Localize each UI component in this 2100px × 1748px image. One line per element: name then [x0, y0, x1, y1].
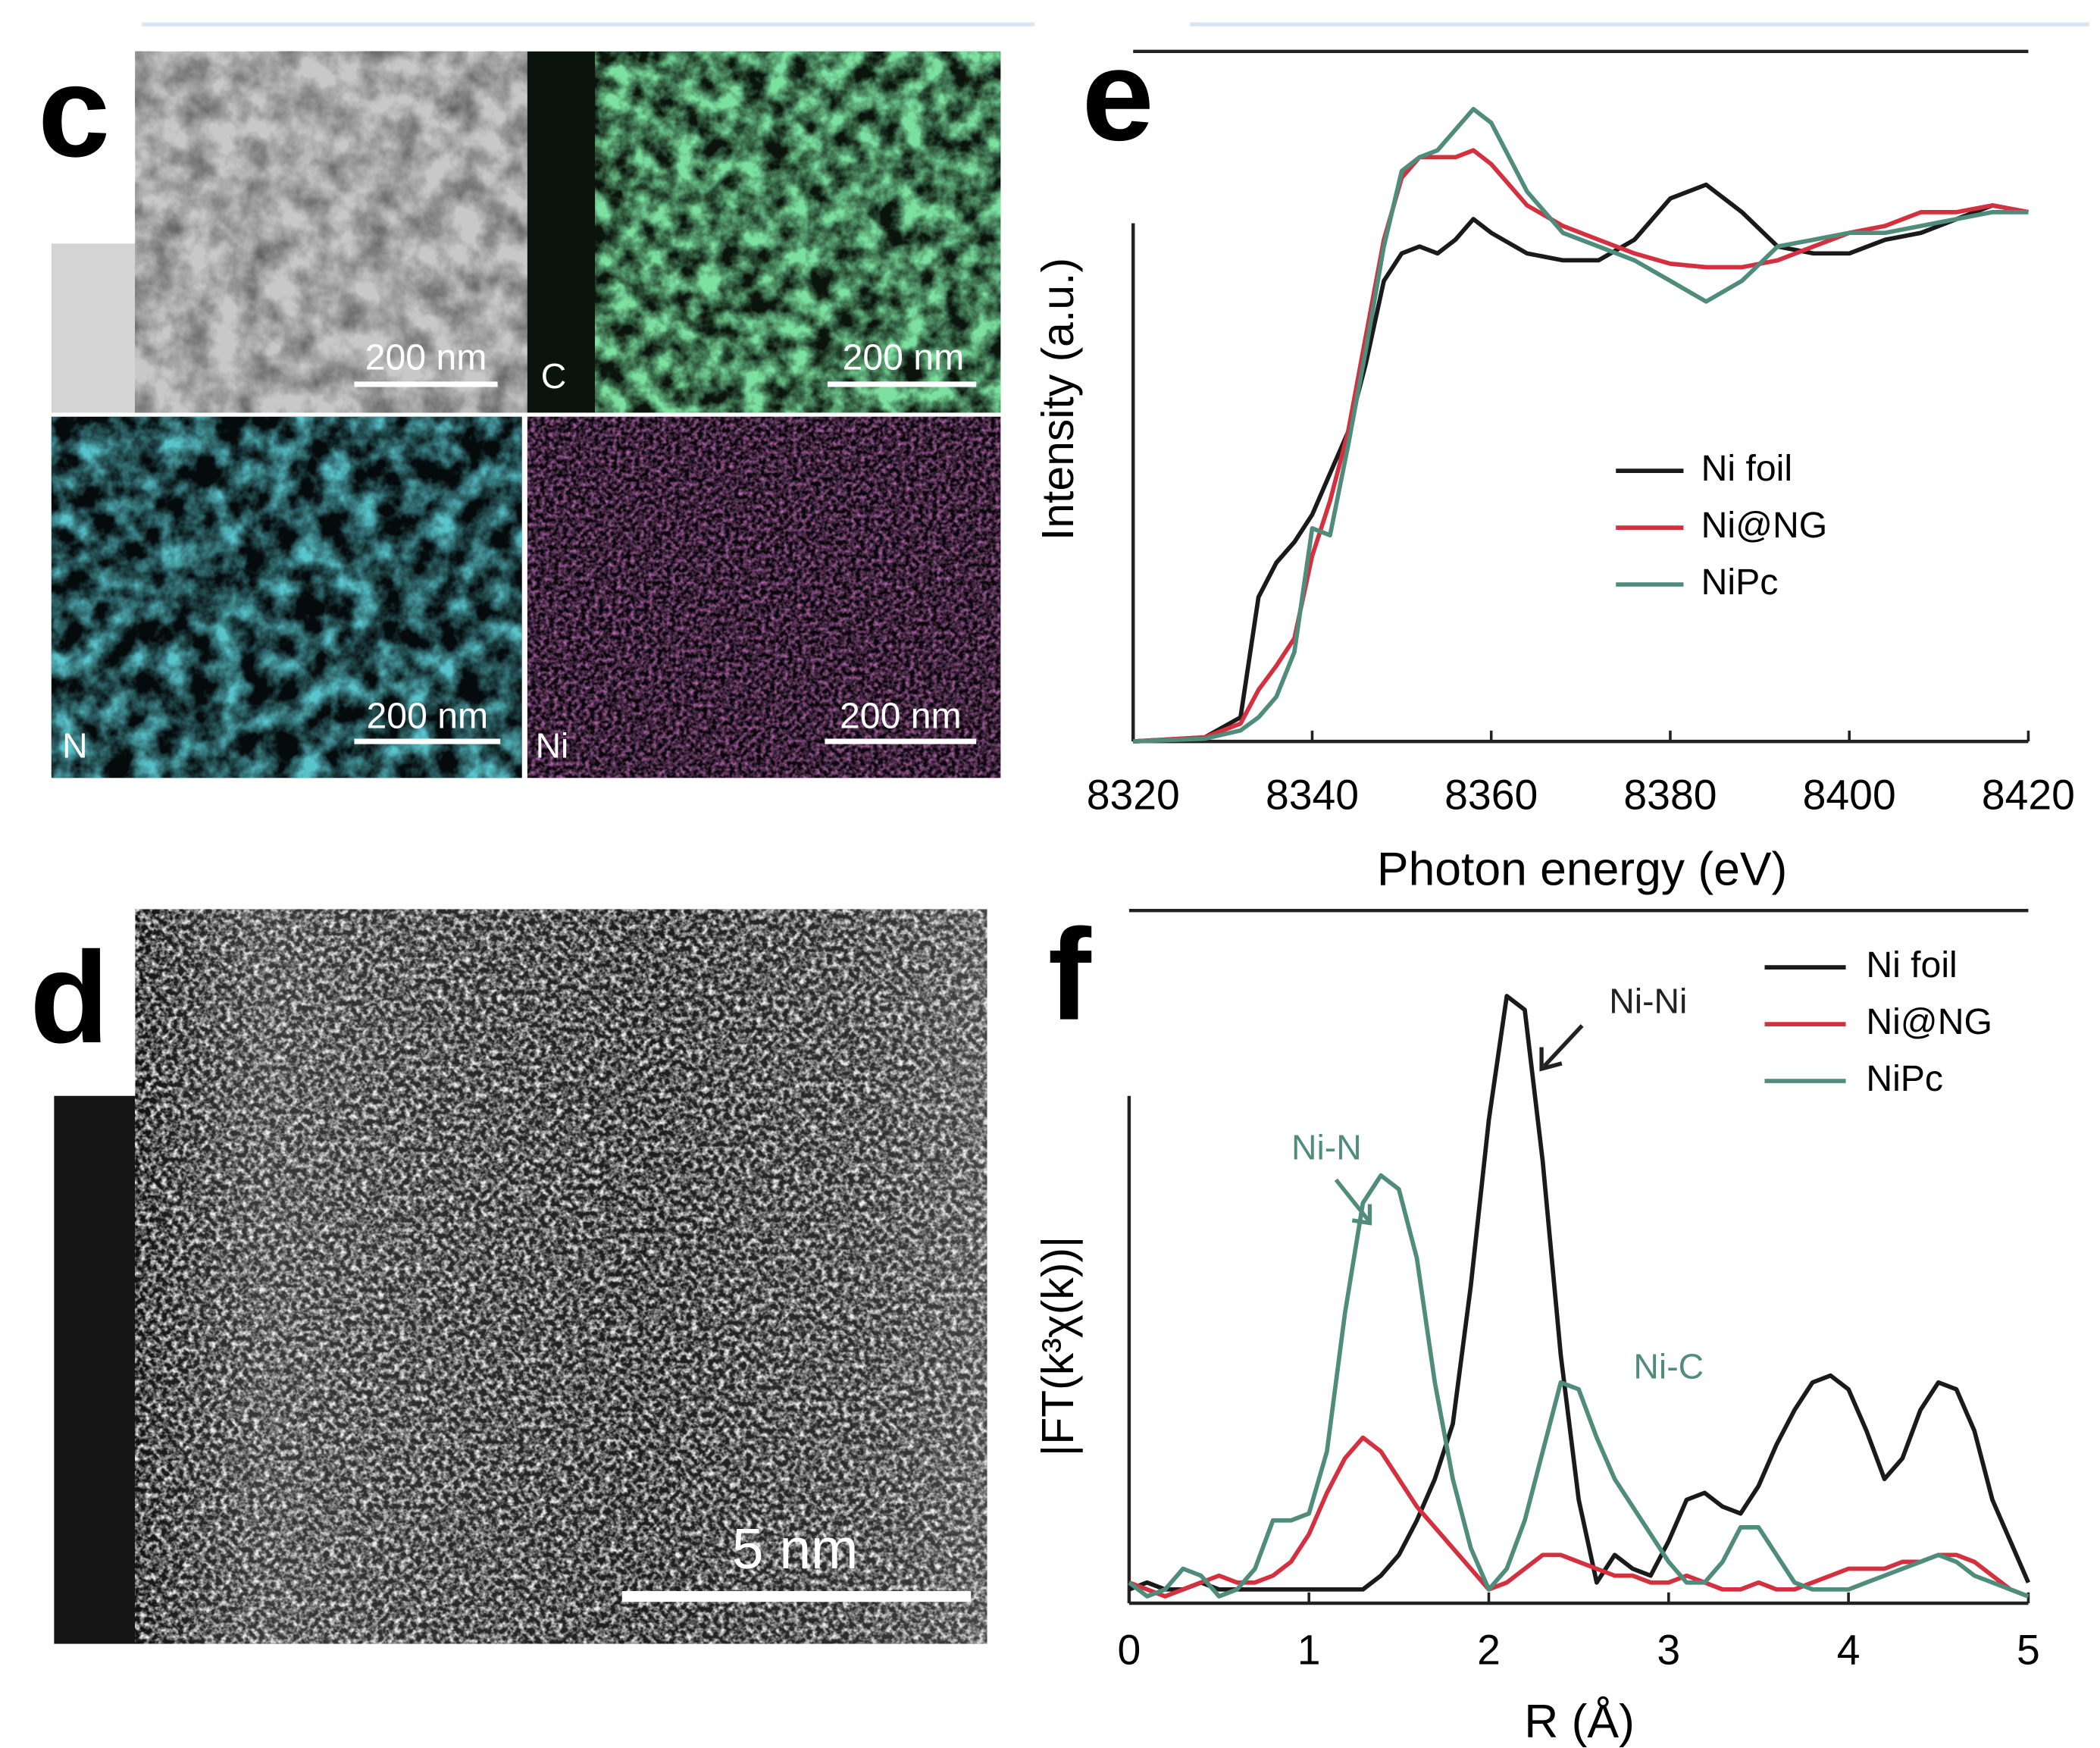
- data-line: [1128, 994, 2031, 1592]
- legend-label: Ni@NG: [1701, 505, 1828, 546]
- map-c-texture: [595, 51, 1001, 413]
- panel-label: d: [30, 926, 109, 1070]
- x-tick-label: 0: [1118, 1627, 1141, 1674]
- x-axis-label: R (Å): [1524, 1695, 1635, 1748]
- annotation: Ni-N: [1291, 1127, 1362, 1167]
- map-ni-texture: [527, 416, 1001, 778]
- legend-label: NiPc: [1866, 1058, 1943, 1099]
- x-tick-label: 2: [1477, 1627, 1501, 1674]
- panel-label: e: [1081, 23, 1153, 168]
- x-tick-label: 8320: [1087, 772, 1180, 819]
- x-tick-label: 3: [1657, 1627, 1680, 1674]
- panel-label: f: [1048, 903, 1092, 1048]
- map-n-texture: [51, 416, 522, 778]
- x-tick-label: 8380: [1623, 772, 1717, 819]
- scale-label: 200 nm: [365, 337, 487, 377]
- element-label: N: [62, 725, 87, 765]
- element-label: C: [541, 356, 566, 396]
- data-line: [1128, 1173, 2030, 1599]
- scale-label: 200 nm: [367, 695, 489, 736]
- y-axis-label: |FT(k³χ(k))|: [1034, 1236, 1083, 1456]
- legend-label: Ni foil: [1866, 944, 1957, 985]
- tem-texture: [135, 51, 527, 413]
- x-tick-label: 5: [2017, 1627, 2040, 1674]
- annotation: Ni-Ni: [1609, 982, 1687, 1021]
- scale-label: 200 nm: [840, 695, 962, 736]
- x-tick-label: 8420: [1982, 772, 2075, 819]
- element-label: Ni: [536, 725, 569, 765]
- scale-bars: [354, 381, 977, 744]
- y-axis-label: Intensity (a.u.): [1034, 258, 1083, 540]
- x-axis-label: Photon energy (eV): [1377, 843, 1787, 896]
- data-line: [1128, 1435, 2030, 1599]
- x-tick-label: 8360: [1444, 772, 1538, 819]
- legend-label: Ni foil: [1701, 448, 1792, 489]
- scale-label: 5 nm: [732, 1517, 859, 1580]
- scale-label: 200 nm: [843, 337, 965, 377]
- stem-image-edge: [54, 1095, 138, 1644]
- data-line: [1133, 107, 2029, 744]
- stem-texture: [135, 909, 987, 1644]
- x-tick-label: 8340: [1266, 772, 1359, 819]
- legend-label: Ni@NG: [1866, 1001, 1992, 1042]
- legend-label: NiPc: [1701, 562, 1779, 603]
- panel-label: c: [38, 39, 110, 184]
- x-tick-label: 4: [1837, 1627, 1861, 1674]
- x-tick-label: 8400: [1803, 772, 1896, 819]
- annotation-arrow: [1539, 1024, 1584, 1072]
- tem-edge: [51, 243, 138, 413]
- x-tick-label: 1: [1297, 1627, 1321, 1674]
- data-line: [1133, 182, 2029, 744]
- annotation: Ni-C: [1633, 1346, 1704, 1386]
